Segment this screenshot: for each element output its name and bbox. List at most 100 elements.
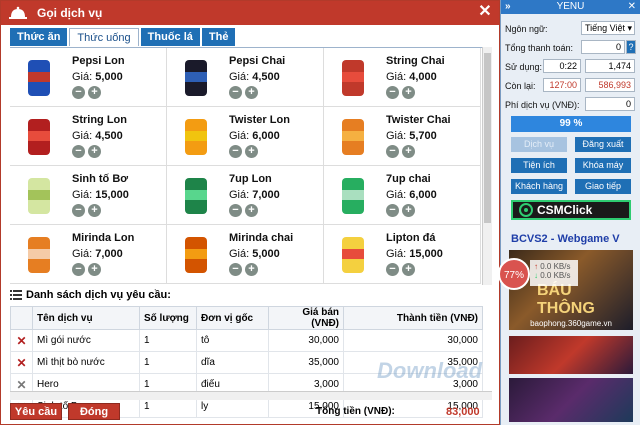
ad-banner-2[interactable] bbox=[509, 336, 633, 374]
qty-controls: − + bbox=[386, 263, 415, 276]
close-button[interactable]: Đóng bbox=[68, 403, 120, 420]
network-speed: ↑ 0.0 KB/s ↓ 0.0 KB/s bbox=[530, 260, 578, 286]
table-row[interactable]: ✕ Mì thịt bò nước 1 dĩa 35,000 35,000 bbox=[10, 351, 483, 374]
remove-icon[interactable]: ✕ bbox=[10, 329, 33, 352]
product-name: Sinh tố Bơ bbox=[72, 173, 129, 185]
plus-icon[interactable]: + bbox=[88, 263, 101, 276]
product-card[interactable]: 7up Lon Giá: 7,000− + bbox=[167, 166, 324, 225]
total-value: 83,000 bbox=[446, 406, 480, 418]
request-list-header: Danh sách dịch vụ yêu cầu: bbox=[10, 289, 171, 301]
minus-icon[interactable]: − bbox=[229, 86, 242, 99]
price-label: Giá: bbox=[72, 71, 93, 83]
minus-icon[interactable]: − bbox=[72, 204, 85, 217]
col-total: Thành tiền (VNĐ) bbox=[343, 306, 483, 330]
plus-icon[interactable]: + bbox=[88, 204, 101, 217]
product-name: Twister Lon bbox=[229, 114, 290, 126]
tab-food[interactable]: Thức ăn bbox=[10, 28, 68, 46]
product-price: Giá: 15,000 bbox=[72, 189, 129, 201]
plus-icon[interactable]: + bbox=[402, 263, 415, 276]
product-card[interactable]: Mirinda Lon Giá: 7,000− + bbox=[10, 225, 167, 284]
product-name: Pepsi Lon bbox=[72, 55, 125, 67]
table-row[interactable]: ✕ Mì gói nước 1 tô 30,000 30,000 bbox=[10, 329, 483, 352]
table-scrollbar[interactable] bbox=[10, 391, 492, 400]
dialog-titlebar: Gọi dịch vụ ✕ bbox=[1, 1, 499, 25]
price-value: 7,000 bbox=[252, 189, 280, 201]
minus-icon[interactable]: − bbox=[72, 86, 85, 99]
table-row[interactable]: ✕ Hero 1 điếu 3,000 3,000 bbox=[10, 373, 483, 396]
product-card[interactable]: Sinh tố Bơ Giá: 15,000 − + bbox=[10, 166, 167, 225]
minus-icon[interactable]: − bbox=[229, 263, 242, 276]
mirinda-bottles-image bbox=[171, 229, 221, 279]
remove-icon[interactable]: ✕ bbox=[10, 351, 33, 374]
qty-controls: − + bbox=[386, 86, 415, 99]
ad-title[interactable]: BCVS2 - Webgame V bbox=[511, 233, 620, 245]
plus-icon[interactable]: + bbox=[245, 204, 258, 217]
plus-icon[interactable]: + bbox=[245, 263, 258, 276]
product-card[interactable]: Pepsi Lon Giá: 5,000− + bbox=[10, 48, 167, 107]
product-card[interactable]: Twister Lon Giá: 6,000− + bbox=[167, 107, 324, 166]
session-progress: 99 % bbox=[511, 116, 631, 132]
product-card[interactable]: 7up chai Giá: 6,000− + bbox=[324, 166, 481, 225]
qty-controls: − + bbox=[229, 204, 258, 217]
price-value: 4,000 bbox=[409, 71, 437, 83]
qty-controls: − + bbox=[72, 204, 101, 217]
utilities-button[interactable]: Tiện ích bbox=[511, 158, 567, 173]
product-card[interactable]: String Lon Giá: 4,500− + bbox=[10, 107, 167, 166]
sidebar-close-icon[interactable]: ✕ bbox=[627, 1, 636, 12]
product-card[interactable]: Mirinda chai Giá: 5,000− + bbox=[167, 225, 324, 284]
minus-icon[interactable]: − bbox=[72, 263, 85, 276]
row-qty[interactable]: 1 bbox=[139, 329, 197, 352]
tab-cigarettes[interactable]: Thuốc lá bbox=[140, 28, 200, 46]
total-label: Tổng tiền (VNĐ): bbox=[316, 406, 395, 417]
product-card[interactable]: Pepsi Chai Giá: 4,500− + bbox=[167, 48, 324, 107]
minus-icon[interactable]: − bbox=[386, 86, 399, 99]
qty-controls: − + bbox=[72, 86, 101, 99]
avocado-smoothie-image bbox=[14, 170, 64, 220]
product-price: Giá: 7,000 bbox=[229, 189, 280, 201]
service-fee-value: 0 bbox=[585, 97, 635, 111]
communicate-button[interactable]: Giao tiếp bbox=[575, 179, 631, 194]
product-card[interactable]: Lipton đá Giá: 15,000− + bbox=[324, 225, 481, 284]
grid-scrollbar[interactable] bbox=[482, 47, 492, 285]
minus-icon[interactable]: − bbox=[386, 145, 399, 158]
minus-icon[interactable]: − bbox=[229, 204, 242, 217]
minus-icon[interactable]: − bbox=[229, 145, 242, 158]
plus-icon[interactable]: + bbox=[88, 145, 101, 158]
product-card[interactable]: Twister Chai Giá: 5,700− + bbox=[324, 107, 481, 166]
plus-icon[interactable]: + bbox=[402, 204, 415, 217]
row-price: 30,000 bbox=[268, 329, 344, 352]
sting-can-image bbox=[14, 111, 64, 161]
row-qty[interactable]: 1 bbox=[139, 351, 197, 374]
ad-banner-main[interactable]: BÁU THÔNG baophong.360game.vn bbox=[509, 250, 633, 330]
minus-icon[interactable]: − bbox=[386, 263, 399, 276]
service-bell-icon bbox=[9, 6, 27, 19]
plus-icon[interactable]: + bbox=[402, 145, 415, 158]
product-name: Mirinda Lon bbox=[72, 232, 135, 244]
tab-drinks[interactable]: Thức uống bbox=[69, 28, 139, 46]
qty-controls: − + bbox=[229, 86, 258, 99]
language-select[interactable]: Tiếng Việt ▾ bbox=[581, 21, 635, 35]
product-card[interactable]: String Chai Giá: 4,000− + bbox=[324, 48, 481, 107]
minus-icon[interactable]: − bbox=[72, 145, 85, 158]
remaining-amount: 586,993 bbox=[585, 78, 635, 92]
service-button[interactable]: Dịch vụ bbox=[511, 137, 567, 152]
sting-bottle-image bbox=[328, 52, 378, 102]
collapse-icon[interactable]: » bbox=[505, 1, 511, 12]
remaining-label: Còn lại: bbox=[505, 81, 536, 91]
minus-icon[interactable]: − bbox=[386, 204, 399, 217]
sidebar-titlebar: » YENU ✕ bbox=[501, 0, 640, 14]
ad-banner-3[interactable] bbox=[509, 378, 633, 422]
customer-button[interactable]: Khách hàng bbox=[511, 179, 567, 194]
lock-button[interactable]: Khóa máy bbox=[575, 158, 631, 173]
help-icon[interactable]: ? bbox=[626, 40, 636, 54]
plus-icon[interactable]: + bbox=[245, 86, 258, 99]
tab-cards[interactable]: Thẻ bbox=[201, 28, 236, 46]
request-button[interactable]: Yêu cầu bbox=[10, 403, 62, 420]
plus-icon[interactable]: + bbox=[402, 86, 415, 99]
close-icon[interactable]: ✕ bbox=[478, 3, 492, 20]
table-header-row: Tên dịch vụ Số lượng Đơn vị gốc Giá bán … bbox=[10, 306, 483, 330]
logout-button[interactable]: Đăng xuất bbox=[575, 137, 631, 152]
product-grid: Pepsi Lon Giá: 5,000− + Pepsi Chai Giá: 4,50… bbox=[10, 47, 482, 285]
plus-icon[interactable]: + bbox=[88, 86, 101, 99]
plus-icon[interactable]: + bbox=[245, 145, 258, 158]
